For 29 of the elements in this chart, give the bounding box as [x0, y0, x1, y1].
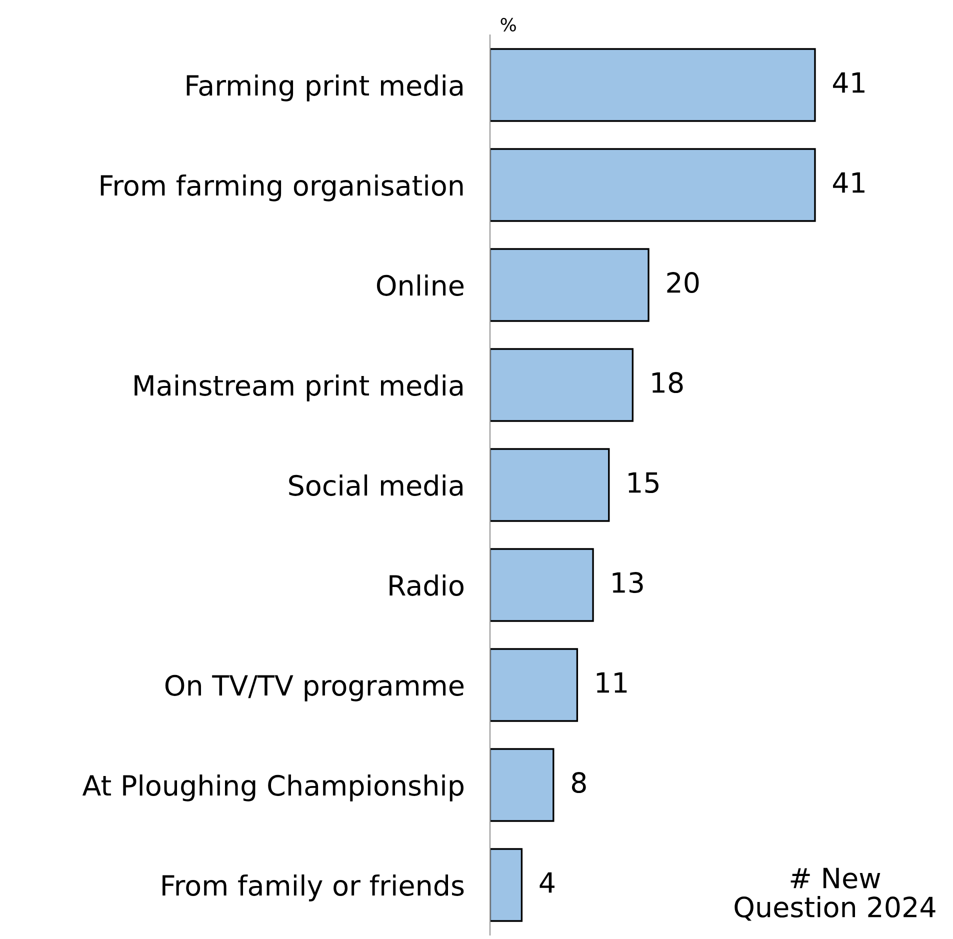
bar	[490, 748, 554, 822]
y-tick-label: Radio	[390, 574, 464, 596]
bar	[490, 148, 816, 222]
data-label: 41	[833, 72, 864, 93]
data-label: 8	[572, 772, 586, 794]
bar	[490, 348, 634, 422]
bar	[490, 248, 650, 322]
data-label: 15	[628, 472, 658, 494]
y-tick-label: On TV/TV programme	[165, 674, 464, 702]
data-label: 4	[540, 872, 554, 893]
bar	[490, 648, 578, 722]
bar	[490, 48, 816, 122]
bar	[490, 848, 523, 922]
y-tick-label: Farming print media	[186, 74, 462, 102]
data-label: 20	[667, 272, 699, 294]
bar	[490, 548, 594, 622]
y-tick-label: Social media	[289, 474, 462, 496]
data-label: 18	[652, 372, 683, 394]
y-tick-label: From farming organisation	[100, 174, 463, 202]
y-tick-label: At Ploughing Championship	[82, 774, 464, 802]
y-tick-label: From family or friends	[162, 874, 464, 902]
bar	[490, 448, 610, 522]
annotation: # New Question 2024	[734, 868, 936, 921]
x-axis-title: %	[500, 18, 516, 32]
data-label: 11	[596, 672, 627, 693]
y-tick-label: Online	[376, 274, 464, 296]
y-tick-label: Mainstream print media	[134, 374, 462, 402]
data-label: 41	[833, 172, 864, 193]
data-label: 13	[612, 572, 643, 594]
